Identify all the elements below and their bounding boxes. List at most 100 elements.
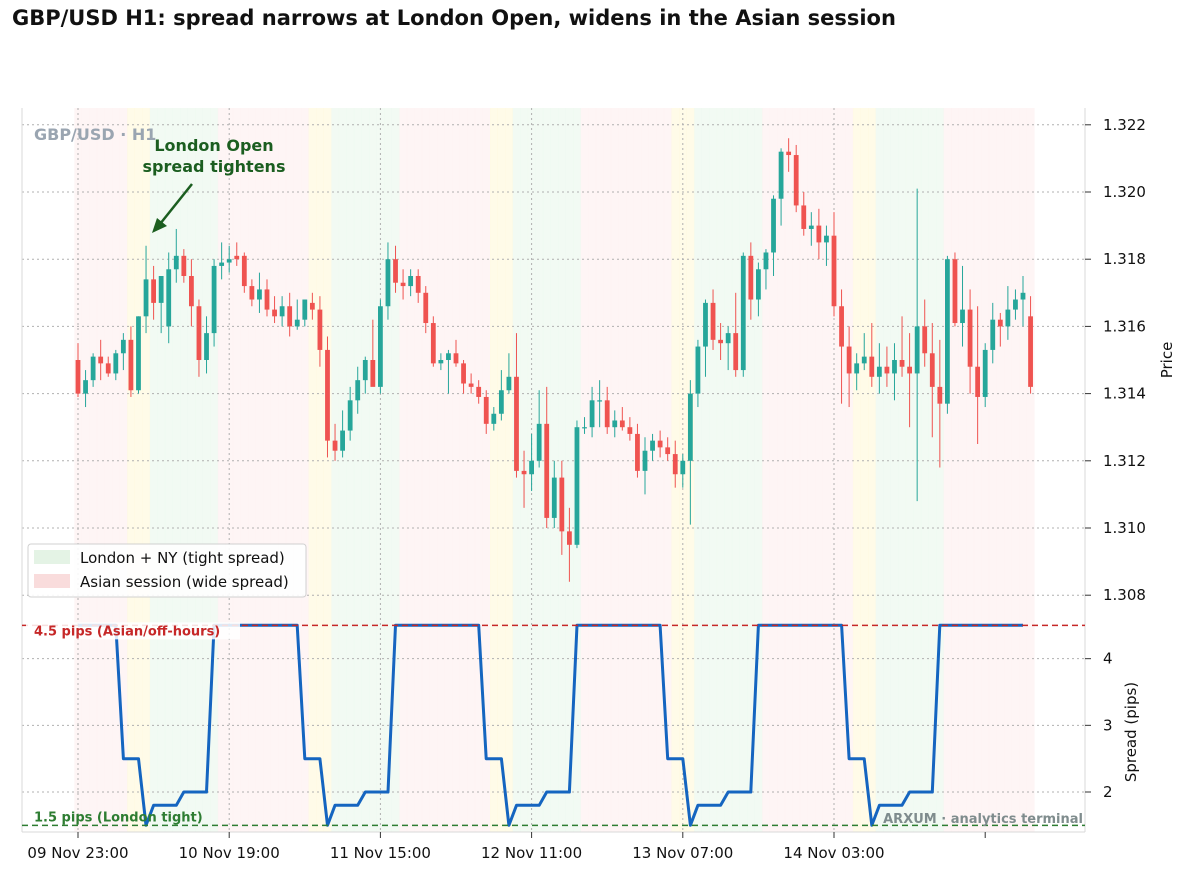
candle-body	[604, 400, 610, 428]
candle-body	[136, 316, 141, 391]
session-band	[429, 108, 438, 832]
session-band	[868, 108, 876, 832]
annotation-arrow-shaft	[159, 183, 193, 225]
session-band	[331, 108, 340, 832]
session-band	[747, 108, 755, 832]
candle-body	[408, 276, 414, 287]
candle-body	[763, 252, 769, 270]
price-tick-label: 1.310	[1103, 519, 1146, 537]
price-axis-title: Price	[1158, 342, 1176, 379]
candle-body	[740, 255, 746, 371]
session-band	[769, 108, 778, 832]
candle-body	[514, 376, 519, 471]
candle-body	[196, 306, 202, 360]
time-tick-label: 09 Nov 23:00	[27, 844, 128, 862]
axes: 1.308 1.310 1.312 1.314 1.316 1.318 1.320 1.322…	[27, 116, 1176, 862]
candle-body	[279, 306, 285, 317]
session-band	[217, 108, 226, 832]
session-band	[580, 108, 589, 832]
footer-brand: ARXUM · analytics terminal	[883, 812, 1083, 827]
candle-body	[612, 420, 618, 428]
candle-body	[347, 400, 353, 431]
session-band	[777, 108, 786, 832]
session-band	[81, 108, 90, 832]
candle-body	[748, 255, 754, 300]
candle-body	[317, 309, 323, 350]
session-band	[474, 108, 483, 832]
session-band	[285, 108, 294, 832]
candle-body	[287, 306, 293, 327]
session-band	[716, 108, 725, 832]
candle-body	[158, 276, 164, 303]
candle-body	[997, 319, 1003, 327]
candle-body	[929, 353, 935, 387]
session-band	[1011, 108, 1020, 832]
session-band	[96, 108, 105, 832]
candle-body	[710, 302, 716, 340]
candle-body	[294, 319, 300, 327]
session-band	[202, 108, 211, 832]
spread-tick-label: 2	[1103, 783, 1113, 801]
session-band	[119, 108, 128, 832]
session-band	[369, 108, 377, 832]
price-tick-label: 1.316	[1103, 317, 1146, 335]
candle-body	[385, 259, 391, 307]
candle-body	[536, 423, 542, 461]
legend-box	[27, 543, 307, 598]
watermark: GBP/USD · H1	[34, 125, 156, 144]
session-band	[452, 108, 461, 832]
session-band	[595, 108, 604, 832]
legend-label-asian: Asian session (wide spread)	[80, 573, 289, 591]
candle-body	[241, 255, 247, 287]
candle-body	[476, 386, 482, 397]
candle-body	[378, 306, 383, 387]
session-band	[497, 108, 506, 832]
session-band	[308, 108, 317, 832]
candle-body	[483, 396, 489, 424]
candle-body	[302, 299, 308, 320]
candle-body	[846, 346, 852, 374]
session-band	[1019, 108, 1028, 832]
candle-body	[884, 366, 890, 374]
candlestick-series	[75, 138, 1033, 582]
candle-body	[559, 477, 565, 532]
session-band	[988, 108, 997, 832]
session-band	[444, 108, 453, 832]
session-band	[180, 108, 188, 832]
session-band	[951, 108, 960, 832]
session-band	[323, 108, 332, 832]
candle-body	[529, 460, 534, 475]
session-band	[490, 108, 498, 832]
session-band	[762, 108, 771, 832]
candle-body	[83, 380, 88, 394]
session-band	[406, 108, 415, 832]
session-band	[792, 108, 801, 832]
candle-body	[1013, 299, 1018, 310]
candle-body	[657, 440, 663, 448]
candle-body	[635, 433, 640, 471]
candle-body	[937, 386, 943, 404]
session-band	[852, 108, 861, 832]
session-band	[278, 108, 287, 832]
session-band	[482, 108, 491, 832]
candle-body	[544, 423, 550, 518]
session-band	[459, 108, 468, 832]
candle-body	[332, 440, 338, 451]
session-band	[89, 108, 98, 832]
candle-body	[415, 276, 421, 293]
candle-body	[967, 309, 973, 367]
session-band	[1004, 108, 1012, 832]
session-band	[890, 108, 899, 832]
candle-body	[687, 393, 693, 461]
annotation-line2: spread tightens	[143, 157, 286, 176]
reference-lines: 4.5 pips (Asian/off-hours) 1.5 pips (Lond…	[22, 622, 1085, 827]
time-tick-label: 11 Nov 15:00	[330, 844, 431, 862]
candle-body	[922, 326, 928, 354]
session-band	[263, 108, 272, 832]
session-band	[270, 108, 279, 832]
time-tick-label: 10 Nov 19:00	[179, 844, 280, 862]
session-band	[701, 108, 710, 832]
candle-body	[801, 205, 807, 229]
price-tick-label: 1.322	[1103, 116, 1146, 134]
candle-body	[816, 225, 822, 243]
